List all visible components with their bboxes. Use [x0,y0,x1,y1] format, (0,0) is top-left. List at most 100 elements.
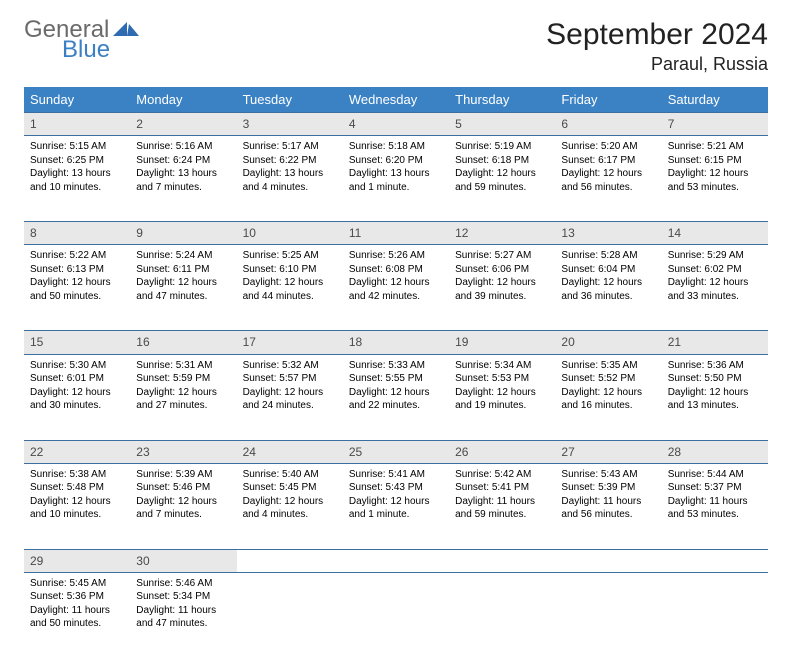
day-detail-cell: Sunrise: 5:16 AMSunset: 6:24 PMDaylight:… [130,136,236,222]
sunset-text: Sunset: 6:20 PM [349,154,443,168]
daynum-row: 891011121314 [24,222,768,245]
day-number-cell: 23 [130,440,236,463]
day-number-cell: 4 [343,113,449,136]
day-number-cell: 16 [130,331,236,354]
daylight-text: Daylight: 13 hours [30,167,124,181]
daylight-text: and 27 minutes. [136,399,230,413]
day-detail-cell: Sunrise: 5:18 AMSunset: 6:20 PMDaylight:… [343,136,449,222]
daylight-text: and 30 minutes. [30,399,124,413]
day-detail-cell: Sunrise: 5:29 AMSunset: 6:02 PMDaylight:… [662,245,768,331]
weekday-header: Friday [555,87,661,113]
day-detail-cell: Sunrise: 5:27 AMSunset: 6:06 PMDaylight:… [449,245,555,331]
daylight-text: Daylight: 12 hours [30,276,124,290]
day-detail-cell: Sunrise: 5:35 AMSunset: 5:52 PMDaylight:… [555,354,661,440]
daylight-text: and 36 minutes. [561,290,655,304]
sunset-text: Sunset: 5:39 PM [561,481,655,495]
day-detail-cell: Sunrise: 5:24 AMSunset: 6:11 PMDaylight:… [130,245,236,331]
sunset-text: Sunset: 5:52 PM [561,372,655,386]
day-detail-cell [662,572,768,658]
day-detail-cell: Sunrise: 5:46 AMSunset: 5:34 PMDaylight:… [130,572,236,658]
sunrise-text: Sunrise: 5:25 AM [243,249,337,263]
daylight-text: and 39 minutes. [455,290,549,304]
daylight-text: Daylight: 12 hours [455,276,549,290]
daylight-text: and 56 minutes. [561,181,655,195]
day-number-cell: 7 [662,113,768,136]
weekday-header-row: Sunday Monday Tuesday Wednesday Thursday… [24,87,768,113]
day-detail-cell: Sunrise: 5:39 AMSunset: 5:46 PMDaylight:… [130,463,236,549]
daylight-text: Daylight: 12 hours [349,276,443,290]
sunset-text: Sunset: 6:13 PM [30,263,124,277]
daylight-text: and 7 minutes. [136,508,230,522]
daynum-row: 15161718192021 [24,331,768,354]
sunrise-text: Sunrise: 5:22 AM [30,249,124,263]
sunset-text: Sunset: 6:25 PM [30,154,124,168]
day-detail-cell: Sunrise: 5:34 AMSunset: 5:53 PMDaylight:… [449,354,555,440]
daylight-text: Daylight: 12 hours [668,386,762,400]
day-number-cell: 19 [449,331,555,354]
day-number-cell: 12 [449,222,555,245]
sunset-text: Sunset: 5:59 PM [136,372,230,386]
day-detail-cell: Sunrise: 5:25 AMSunset: 6:10 PMDaylight:… [237,245,343,331]
daylight-text: and 44 minutes. [243,290,337,304]
daylight-text: Daylight: 11 hours [30,604,124,618]
sunrise-text: Sunrise: 5:46 AM [136,577,230,591]
day-number-cell: 9 [130,222,236,245]
daylight-text: Daylight: 13 hours [136,167,230,181]
weekday-header: Tuesday [237,87,343,113]
sunrise-text: Sunrise: 5:34 AM [455,359,549,373]
sunset-text: Sunset: 6:24 PM [136,154,230,168]
day-number-cell: 13 [555,222,661,245]
title-block: September 2024 Paraul, Russia [546,18,768,75]
sunrise-text: Sunrise: 5:39 AM [136,468,230,482]
weekday-header: Wednesday [343,87,449,113]
day-detail-cell: Sunrise: 5:42 AMSunset: 5:41 PMDaylight:… [449,463,555,549]
detail-row: Sunrise: 5:45 AMSunset: 5:36 PMDaylight:… [24,572,768,658]
daylight-text: and 53 minutes. [668,181,762,195]
sunrise-text: Sunrise: 5:21 AM [668,140,762,154]
sunset-text: Sunset: 6:10 PM [243,263,337,277]
day-number-cell: 20 [555,331,661,354]
day-detail-cell: Sunrise: 5:21 AMSunset: 6:15 PMDaylight:… [662,136,768,222]
day-detail-cell: Sunrise: 5:28 AMSunset: 6:04 PMDaylight:… [555,245,661,331]
day-detail-cell: Sunrise: 5:26 AMSunset: 6:08 PMDaylight:… [343,245,449,331]
daylight-text: and 47 minutes. [136,290,230,304]
weekday-header: Thursday [449,87,555,113]
day-number-cell: 11 [343,222,449,245]
sunrise-text: Sunrise: 5:18 AM [349,140,443,154]
daylight-text: and 7 minutes. [136,181,230,195]
day-detail-cell: Sunrise: 5:41 AMSunset: 5:43 PMDaylight:… [343,463,449,549]
sunset-text: Sunset: 6:18 PM [455,154,549,168]
sunrise-text: Sunrise: 5:45 AM [30,577,124,591]
sunrise-text: Sunrise: 5:29 AM [668,249,762,263]
day-number-cell: 8 [24,222,130,245]
daylight-text: Daylight: 11 hours [668,495,762,509]
daylight-text: and 59 minutes. [455,508,549,522]
day-detail-cell [555,572,661,658]
daylight-text: Daylight: 12 hours [455,167,549,181]
sunrise-text: Sunrise: 5:38 AM [30,468,124,482]
day-number-cell: 10 [237,222,343,245]
daylight-text: Daylight: 12 hours [30,386,124,400]
day-detail-cell: Sunrise: 5:45 AMSunset: 5:36 PMDaylight:… [24,572,130,658]
sunrise-text: Sunrise: 5:17 AM [243,140,337,154]
sunrise-text: Sunrise: 5:20 AM [561,140,655,154]
detail-row: Sunrise: 5:38 AMSunset: 5:48 PMDaylight:… [24,463,768,549]
daylight-text: Daylight: 12 hours [668,276,762,290]
daylight-text: and 53 minutes. [668,508,762,522]
day-number-cell: 5 [449,113,555,136]
detail-row: Sunrise: 5:22 AMSunset: 6:13 PMDaylight:… [24,245,768,331]
daynum-row: 1234567 [24,113,768,136]
daylight-text: Daylight: 12 hours [136,276,230,290]
sunrise-text: Sunrise: 5:27 AM [455,249,549,263]
sunrise-text: Sunrise: 5:35 AM [561,359,655,373]
day-detail-cell: Sunrise: 5:31 AMSunset: 5:59 PMDaylight:… [130,354,236,440]
sunset-text: Sunset: 6:01 PM [30,372,124,386]
sunset-text: Sunset: 5:41 PM [455,481,549,495]
day-detail-cell: Sunrise: 5:40 AMSunset: 5:45 PMDaylight:… [237,463,343,549]
logo: General Blue [24,18,139,62]
daynum-row: 2930 [24,549,768,572]
daylight-text: and 42 minutes. [349,290,443,304]
day-number-cell [662,549,768,572]
daylight-text: and 59 minutes. [455,181,549,195]
sunset-text: Sunset: 5:50 PM [668,372,762,386]
